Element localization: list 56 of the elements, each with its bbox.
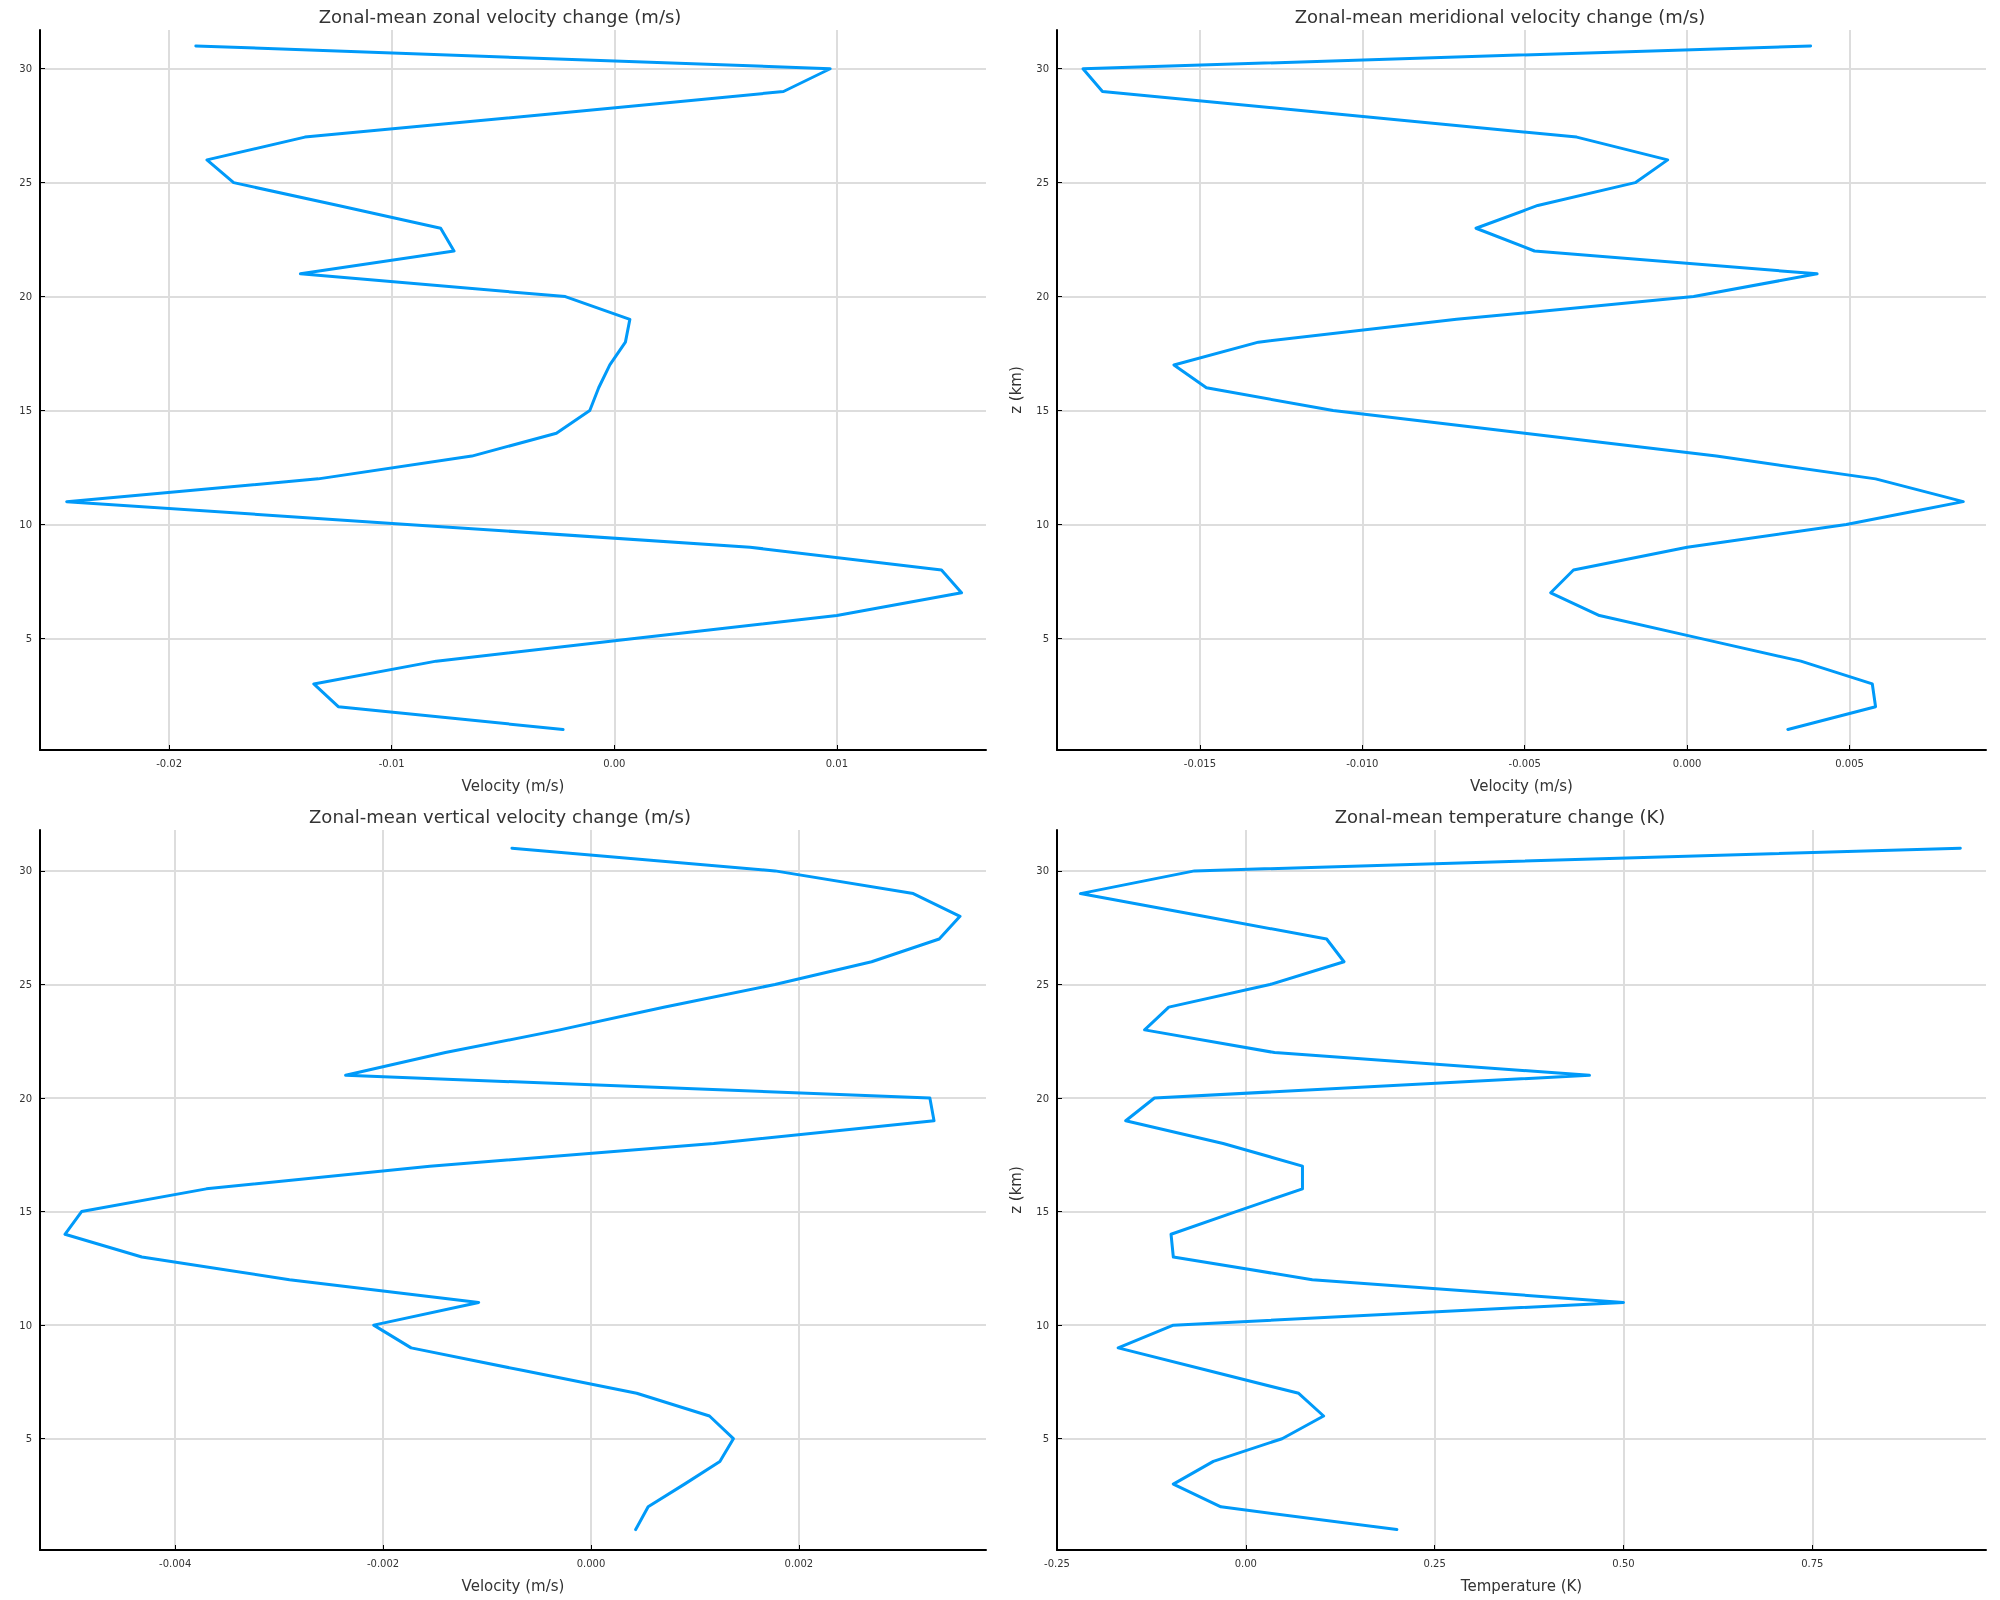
- x-tick-label: 0.002: [784, 1557, 814, 1569]
- x-tick-label: 0.005: [1835, 757, 1864, 769]
- y-tick-label: 30: [1036, 865, 1049, 877]
- chart-title: Zonal-mean vertical velocity change (m/s): [309, 805, 691, 827]
- chart-title: Zonal-mean zonal velocity change (m/s): [318, 5, 682, 27]
- y-tick-label: 25: [1036, 978, 1049, 990]
- x-tick-label: -0.015: [1183, 757, 1217, 769]
- y-tick-label: 20: [1036, 1092, 1049, 1104]
- y-tick-label: 15: [1036, 1206, 1049, 1218]
- x-tick-label: 0.01: [825, 757, 848, 769]
- y-tick-label: 25: [19, 177, 32, 189]
- y-tick-label: 5: [1042, 1433, 1049, 1445]
- y-tick-label: 5: [1042, 632, 1049, 644]
- x-axis-title: Velocity (m/s): [461, 776, 565, 795]
- y-tick-label: 20: [19, 291, 32, 303]
- x-tick-label: 0.25: [1423, 1557, 1446, 1569]
- x-tick-label: -0.01: [378, 757, 405, 769]
- y-tick-label: 25: [19, 978, 32, 990]
- x-tick-label: -0.25: [1044, 1557, 1070, 1569]
- x-tick-label: -0.010: [1346, 757, 1379, 769]
- y-tick-label: 15: [19, 1206, 32, 1218]
- y-tick-label: 30: [19, 865, 32, 877]
- line-series: [65, 44, 964, 731]
- x-tick-label: -0.02: [156, 757, 183, 769]
- x-axis-title: Velocity (m/s): [461, 1576, 565, 1595]
- y-tick-label: 30: [19, 63, 32, 75]
- x-tick-label: 0.000: [576, 1557, 606, 1569]
- y-axis-title: z (km): [1006, 366, 1025, 414]
- chart-title: Zonal-mean temperature change (K): [1334, 805, 1666, 827]
- y-tick-label: 10: [19, 518, 32, 530]
- y-tick-label: 15: [1036, 405, 1049, 417]
- x-tick-label: 0.75: [1801, 1557, 1824, 1569]
- x-tick-label: 0.00: [603, 757, 626, 769]
- x-axis-title: Temperature (K): [1459, 1576, 1583, 1595]
- y-tick-label: 5: [25, 1433, 32, 1445]
- x-tick-label: -0.002: [366, 1557, 400, 1569]
- x-axis-title: Velocity (m/s): [1470, 776, 1573, 795]
- x-tick-label: -0.004: [159, 1557, 192, 1569]
- x-tick-label: -0.005: [1508, 757, 1541, 769]
- y-tick-label: 10: [1036, 518, 1049, 530]
- y-tick-label: 10: [1036, 1319, 1049, 1331]
- y-tick-label: 20: [1036, 291, 1049, 303]
- chart-title: Zonal-mean meridional velocity change (m/s): [1294, 5, 1706, 27]
- line-series: [1078, 846, 1962, 1532]
- x-tick-label: 0.000: [1672, 757, 1702, 769]
- x-tick-label: 0.50: [1612, 1557, 1635, 1569]
- y-tick-label: 15: [19, 405, 32, 417]
- line-series: [63, 846, 962, 1532]
- y-tick-label: 10: [19, 1319, 32, 1331]
- y-tick-label: 20: [19, 1092, 32, 1104]
- y-tick-label: 30: [1036, 63, 1049, 75]
- y-tick-label: 5: [25, 632, 32, 644]
- x-tick-label: 0.00: [1234, 1557, 1257, 1569]
- line-series: [1081, 44, 1965, 731]
- y-tick-label: 25: [1036, 177, 1049, 189]
- y-axis-title: z (km): [1006, 1166, 1025, 1214]
